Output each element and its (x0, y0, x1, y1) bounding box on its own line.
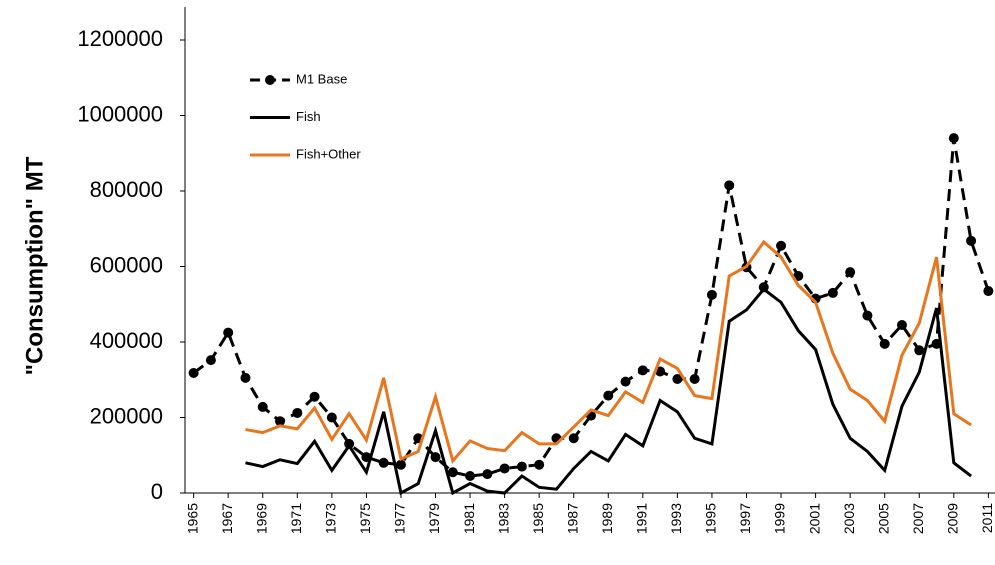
data-point (534, 459, 545, 470)
x-tick-label: 1965 (184, 503, 200, 534)
data-point (914, 345, 925, 356)
x-tick-label: 1989 (599, 503, 615, 534)
data-point (827, 287, 838, 298)
data-point (948, 133, 959, 144)
x-tick-label: 1997 (737, 503, 753, 534)
x-tick-label: 2011 (979, 503, 995, 533)
data-point (395, 459, 406, 470)
data-point (862, 310, 873, 321)
x-tick-label: 1967 (219, 503, 235, 534)
y-tick-label: 800000 (90, 177, 163, 202)
data-point (326, 412, 337, 423)
x-tick-label: 1987 (564, 503, 580, 534)
x-tick-label: 2009 (945, 503, 961, 534)
data-point (309, 391, 320, 402)
data-point (603, 390, 614, 401)
x-tick-label: 1969 (253, 503, 269, 534)
data-point (689, 373, 700, 384)
x-tick-label: 1993 (668, 503, 684, 534)
series-line (245, 287, 972, 496)
data-point (240, 372, 251, 383)
data-point (983, 286, 994, 297)
x-tick-label: 1995 (703, 503, 719, 534)
data-point (205, 355, 216, 366)
legend-marker (265, 75, 275, 85)
data-point (447, 467, 458, 478)
x-tick-label: 1985 (530, 503, 546, 534)
x-tick-label: 1999 (772, 503, 788, 534)
data-point (620, 376, 631, 387)
x-tick-label: 1973 (323, 503, 339, 534)
x-tick-label: 2003 (841, 503, 857, 534)
data-point (188, 367, 199, 378)
data-point (776, 240, 787, 251)
data-point (465, 471, 476, 482)
y-axis-label: "Consumption" MT (21, 156, 48, 375)
data-point (706, 289, 717, 300)
y-tick-label: 1200000 (77, 26, 163, 51)
x-tick-label: 1971 (288, 503, 304, 534)
series-line (245, 239, 972, 465)
data-point (896, 320, 907, 331)
data-point (672, 373, 683, 384)
y-tick-label: 200000 (90, 403, 163, 428)
y-tick-label: 0 (151, 479, 163, 504)
data-point (966, 235, 977, 246)
data-point (430, 452, 441, 463)
y-tick-label: 600000 (90, 252, 163, 277)
data-point (568, 433, 579, 444)
data-point (482, 469, 493, 480)
data-point (845, 267, 856, 278)
x-tick-label: 2005 (875, 503, 891, 534)
data-point (516, 461, 527, 472)
y-tick-label: 400000 (90, 328, 163, 353)
x-tick-label: 1979 (426, 503, 442, 534)
y-tick-label: 1000000 (77, 101, 163, 126)
data-point (292, 407, 303, 418)
legend-label: Fish+Other (296, 146, 361, 161)
x-tick-label: 1977 (392, 503, 408, 534)
data-point (275, 416, 286, 427)
x-tick-label: 2001 (806, 503, 822, 534)
data-point (257, 401, 268, 412)
x-tick-label: 2007 (910, 503, 926, 534)
x-tick-label: 1975 (357, 503, 373, 534)
data-point (499, 463, 510, 474)
data-point (378, 457, 389, 468)
x-tick-label: 1983 (495, 503, 511, 534)
legend-label: M1 Base (296, 71, 347, 86)
x-tick-label: 1991 (634, 503, 650, 534)
data-point (724, 180, 735, 191)
data-point (879, 338, 890, 349)
data-point (637, 365, 648, 376)
legend-label: Fish (296, 109, 321, 124)
series-line (192, 137, 990, 478)
data-point (223, 327, 234, 338)
x-tick-label: 1981 (461, 503, 477, 534)
